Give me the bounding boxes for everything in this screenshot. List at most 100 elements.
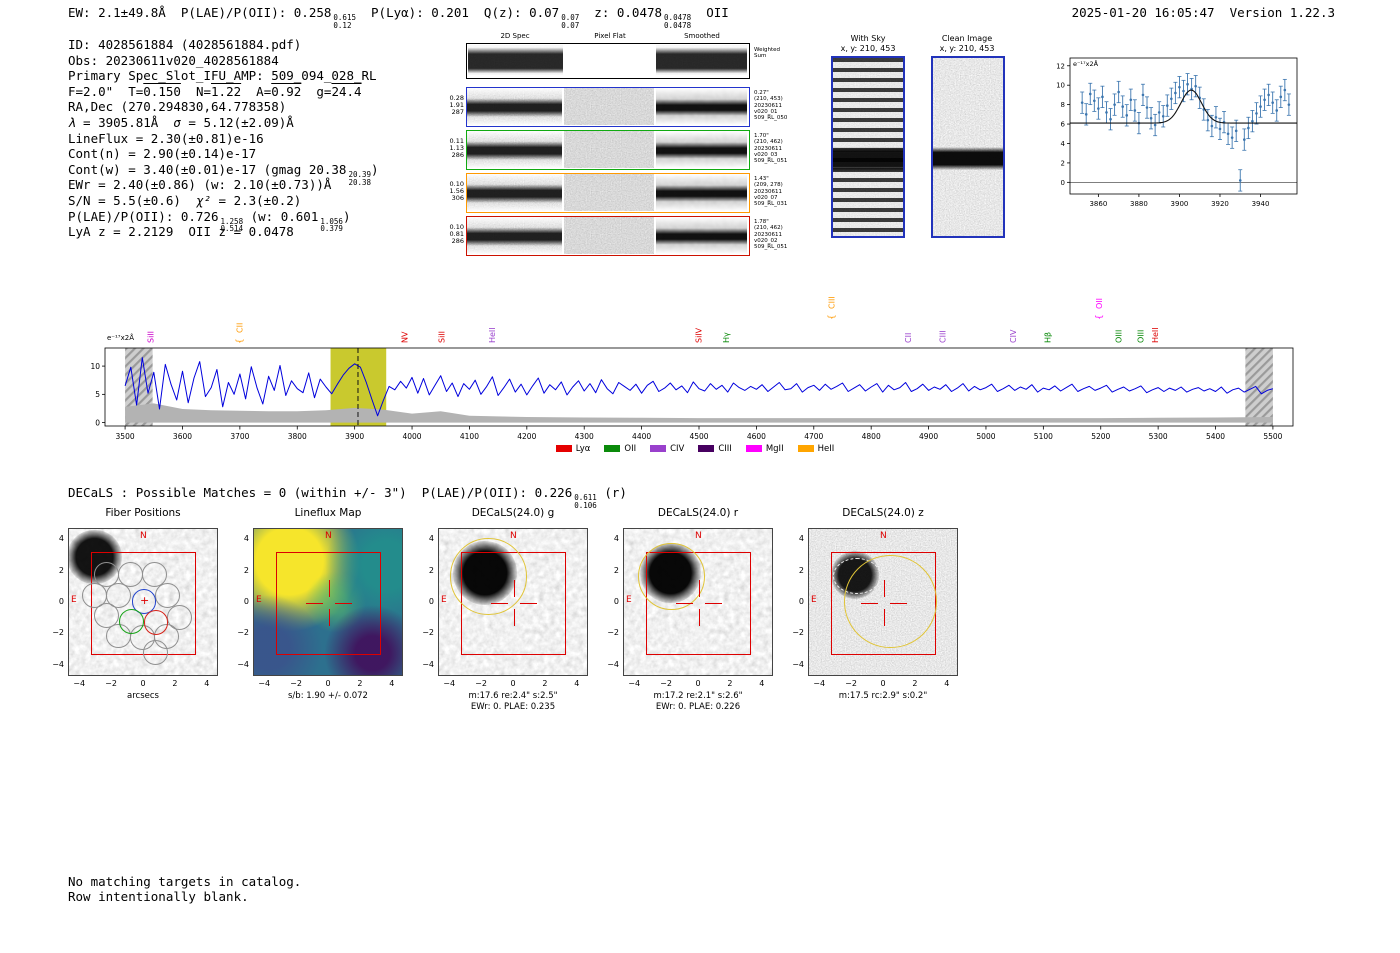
ifu-footprint-square bbox=[646, 551, 751, 655]
svg-text:e⁻¹⁷x2Å: e⁻¹⁷x2Å bbox=[107, 333, 134, 342]
x-tick-label: 0 bbox=[880, 679, 886, 688]
svg-text:NV: NV bbox=[401, 331, 410, 343]
text-run: 24.4 bbox=[331, 83, 362, 99]
y-tick-label: 4 bbox=[428, 534, 434, 544]
compass-east: E bbox=[256, 595, 262, 606]
text-run: σ bbox=[173, 114, 181, 130]
strip-signal-band bbox=[656, 45, 747, 75]
lower-limit: 0.07 bbox=[561, 20, 580, 30]
svg-text:3920: 3920 bbox=[1211, 200, 1229, 208]
info-line: EWr = 2.40(±0.86) (w: 2.10(±0.73))Å bbox=[68, 177, 379, 193]
x-tick-label: −2 bbox=[475, 679, 487, 688]
svg-text:5400: 5400 bbox=[1206, 432, 1225, 441]
svg-text:4600: 4600 bbox=[747, 432, 766, 441]
y-tick-label: −2 bbox=[792, 628, 804, 638]
crosshair-h bbox=[519, 603, 538, 604]
annotation-line: v020_01 bbox=[754, 108, 778, 115]
weighted-sum-line: Sum bbox=[754, 53, 767, 60]
strip-signal-band bbox=[656, 174, 747, 211]
row-annotation: 1.43" (209, 278) 20230611 v020_07 509_RL_031 bbox=[754, 176, 812, 207]
y-tick-label: −2 bbox=[607, 628, 619, 638]
aperture-circle bbox=[450, 537, 527, 615]
aperture-circle bbox=[844, 555, 937, 648]
cutout-strip-flat bbox=[564, 131, 654, 168]
svg-text:CIV: CIV bbox=[1009, 329, 1018, 343]
text-run: χ² bbox=[195, 192, 211, 208]
svg-text:CII: CII bbox=[904, 333, 913, 343]
cutout-strip-sm bbox=[656, 88, 747, 125]
text-run: Cont(w) = 3.40(±0.01)e-17 (gmag 20.38 bbox=[68, 161, 347, 177]
crosshair-h bbox=[334, 603, 353, 604]
svg-text:0: 0 bbox=[1061, 179, 1065, 187]
svg-text:10: 10 bbox=[1056, 82, 1065, 90]
timestamp-version: 2025-01-20 16:05:47 Version 1.22.3 bbox=[1071, 5, 1335, 20]
svg-text:10: 10 bbox=[90, 362, 100, 371]
sky-cutout-image bbox=[931, 56, 1005, 238]
stacked-limits: 0.615 0.12 bbox=[333, 14, 356, 30]
crosshair-h bbox=[490, 603, 509, 604]
left-value: 0.28 bbox=[449, 94, 464, 102]
row-annotation: 0.27" (210, 453) 20230611 v020_01 509_RL_050 bbox=[754, 90, 812, 121]
svg-text:3900: 3900 bbox=[345, 432, 364, 441]
panel-caption: m:17.5 rc:2.9" s:0.2" bbox=[838, 691, 928, 701]
sky-band bbox=[833, 58, 903, 236]
cutouts-2d-section: 2D Spec Pixel Flat Smoothed Weighted Sum 0.28… bbox=[445, 30, 815, 265]
x-tick-label: −4 bbox=[258, 679, 271, 688]
stacked-limits: 0.611 0.106 bbox=[574, 494, 597, 510]
text-run: (r) bbox=[596, 485, 627, 500]
row-annotation: 1.70" (210, 462) 20230611 v020_03 509_RL_051 bbox=[754, 133, 812, 164]
stacked-limits: 20.39 20.38 bbox=[348, 170, 371, 187]
y-tick-label: 0 bbox=[613, 597, 619, 606]
text-run: LyA z = 2.2129 OII z = 0.0478 bbox=[68, 224, 294, 240]
column-title: 2D Spec bbox=[500, 32, 530, 40]
y-tick-label: −2 bbox=[52, 628, 64, 638]
svg-text:2: 2 bbox=[1061, 159, 1065, 167]
text-run: ID: 4028561884 (4028561884.pdf) bbox=[68, 37, 302, 52]
left-value: 0.11 bbox=[449, 137, 464, 145]
text-run: 1.22 bbox=[211, 83, 242, 99]
annotation-line: v020_02 bbox=[754, 237, 778, 244]
info-line: λ = 3905.81Å σ = 5.12(±2.09)Å bbox=[68, 115, 379, 131]
text-run: P(Lyα): 0.201 Q(z): 0.07 bbox=[355, 5, 560, 20]
x-tick-label: 4 bbox=[574, 679, 580, 688]
cutout-strip-wt bbox=[468, 45, 563, 75]
noise-texture bbox=[564, 88, 654, 125]
cutout-strip-sm bbox=[656, 174, 747, 211]
annotation-line: 509_RL_050 bbox=[754, 115, 788, 122]
y-tick-label: 4 bbox=[613, 534, 619, 544]
svg-text:3500: 3500 bbox=[116, 432, 135, 441]
panel-title: Fiber Positions bbox=[105, 507, 181, 519]
left-value: 286 bbox=[451, 151, 464, 160]
annotation-line: 20230611 bbox=[754, 102, 782, 109]
svg-text:3880: 3880 bbox=[1130, 200, 1148, 208]
text-run: = 5.12(±2.09)Å bbox=[180, 114, 294, 130]
noise-texture bbox=[564, 131, 654, 168]
strip-signal-band bbox=[656, 88, 747, 125]
svg-text:5500: 5500 bbox=[1263, 432, 1282, 441]
legend-swatch bbox=[797, 445, 814, 452]
svg-text:e⁻¹⁷x2Å: e⁻¹⁷x2Å bbox=[1073, 59, 1099, 68]
summary-header: EW: 2.1±49.8Å P(LAE)/P(OII): 0.258 0.615 0… bbox=[68, 5, 729, 30]
x-tick-label: 0 bbox=[140, 679, 146, 688]
annotation-line: 509_RL_051 bbox=[754, 244, 788, 251]
crosshair-h bbox=[704, 603, 723, 604]
panel-caption: m:17.6 re:2.4" s:2.5" bbox=[468, 691, 558, 701]
svg-text:5000: 5000 bbox=[976, 432, 995, 441]
row-left-values: 0.28 1.91 287 bbox=[445, 94, 464, 117]
annotation-line: 20230611 bbox=[754, 188, 782, 195]
annotation-line: (210, 462) bbox=[754, 139, 783, 146]
panel-caption: EWr: 0. PLAE: 0.235 bbox=[470, 702, 556, 712]
strip-signal-band bbox=[467, 217, 562, 254]
info-line: Primary Spec_Slot_IFU_AMP: 509_094_028_R… bbox=[68, 68, 379, 84]
strip-signal-band bbox=[564, 88, 654, 125]
crosshair-v bbox=[514, 608, 515, 626]
left-value: 287 bbox=[451, 108, 464, 117]
svg-text:3860: 3860 bbox=[1089, 200, 1107, 208]
panel-title: Lineflux Map bbox=[294, 507, 362, 519]
text-run: LineFlux = 2.30(±0.81)e-16 bbox=[68, 130, 264, 146]
spectrum-legend: Lyα OII CIV CIII MgII HeII bbox=[95, 444, 1295, 454]
footer-line: Row intentionally blank. bbox=[68, 889, 249, 904]
cutout-strip-2d bbox=[467, 88, 562, 125]
legend-item: CIII bbox=[698, 444, 732, 454]
